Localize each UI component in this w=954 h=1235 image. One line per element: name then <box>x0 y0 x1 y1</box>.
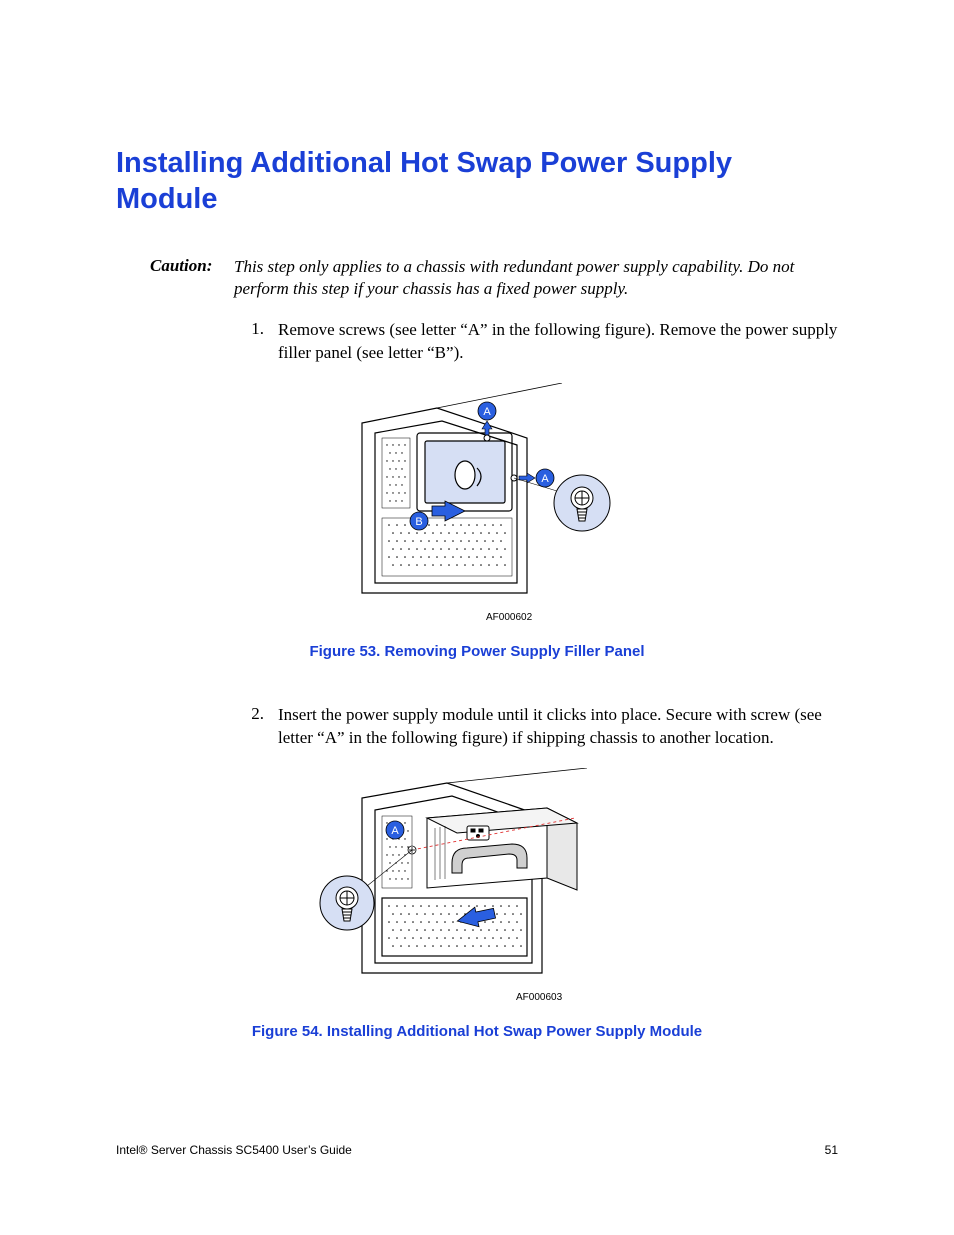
page-footer: Intel® Server Chassis SC5400 User’s Guid… <box>116 1143 838 1157</box>
callout-a-top-icon: A <box>478 402 496 435</box>
step-text: Insert the power supply module until it … <box>278 704 838 750</box>
figure-54-caption: Figure 54. Installing Additional Hot Swa… <box>116 1023 838 1040</box>
caution-block: Caution: This step only applies to a cha… <box>116 256 838 302</box>
caution-label: Caution: <box>116 256 224 302</box>
callout-a-icon: A <box>386 821 404 839</box>
figure-54-diagram: A <box>317 768 637 983</box>
step-number: 2. <box>244 704 264 724</box>
steps-list: 1. Remove screws (see letter “A” in the … <box>244 319 838 365</box>
figure-54-id: AF000603 <box>516 992 838 1003</box>
svg-text:A: A <box>391 825 399 837</box>
step-text: Remove screws (see letter “A” in the fol… <box>278 319 838 365</box>
figure-53-id: AF000602 <box>486 612 838 623</box>
figure-53-diagram: A A B <box>327 383 627 603</box>
footer-page-number: 51 <box>825 1143 838 1157</box>
step-1: 1. Remove screws (see letter “A” in the … <box>244 319 838 365</box>
caution-text: This step only applies to a chassis with… <box>234 256 838 302</box>
callout-a-right-icon: A <box>519 469 554 487</box>
screw-icon <box>554 475 610 531</box>
callout-b-icon: B <box>410 512 428 530</box>
svg-text:B: B <box>415 516 422 528</box>
svg-text:A: A <box>483 406 491 418</box>
figure-53-caption: Figure 53. Removing Power Supply Filler … <box>116 643 838 660</box>
page-title: Installing Additional Hot Swap Power Sup… <box>116 145 838 218</box>
figure-53: A A B AF000602 Figure <box>116 383 838 660</box>
step-number: 1. <box>244 319 264 339</box>
figure-54: A AF <box>116 768 838 1040</box>
screw-detail-icon <box>320 876 374 930</box>
step-2: 2. Insert the power supply module until … <box>244 704 838 750</box>
steps-list-2: 2. Insert the power supply module until … <box>244 704 838 750</box>
insertion-arrow-icon <box>455 904 496 931</box>
footer-left: Intel® Server Chassis SC5400 User’s Guid… <box>116 1143 352 1157</box>
svg-text:A: A <box>541 473 549 485</box>
